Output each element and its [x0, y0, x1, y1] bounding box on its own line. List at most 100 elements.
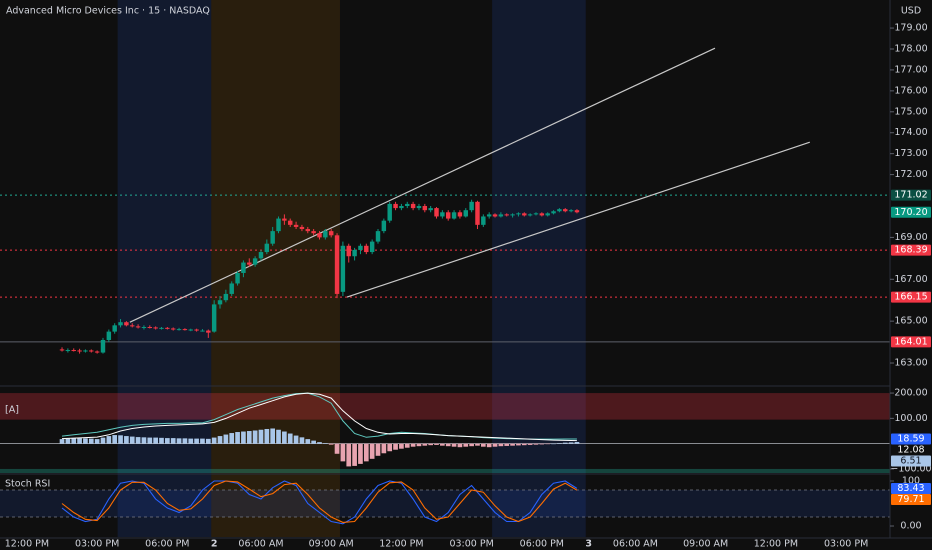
- candle-body: [563, 209, 568, 212]
- histogram-bar: [399, 443, 404, 449]
- y-tick-label: 167.00: [894, 274, 927, 285]
- histogram-bar: [516, 443, 521, 446]
- candle-body: [241, 262, 246, 273]
- candle-body: [200, 330, 205, 332]
- candle-body: [334, 235, 340, 294]
- candle-body: [568, 210, 574, 212]
- histogram-bar: [293, 435, 299, 444]
- histogram-bar: [59, 439, 65, 444]
- histogram-bar: [492, 443, 498, 447]
- histogram-bar: [510, 443, 515, 446]
- histogram-bar: [369, 443, 375, 459]
- histogram-bar: [118, 435, 123, 444]
- candle-body: [235, 272, 240, 284]
- histogram-bar: [205, 438, 211, 444]
- candle-body: [59, 349, 65, 351]
- y-tick-label: 178.00: [894, 43, 927, 54]
- candle-body: [352, 249, 357, 257]
- value-label: 170.20: [894, 207, 927, 218]
- histogram-bar: [71, 438, 77, 444]
- candle-body: [428, 208, 433, 211]
- y-tick-label: 0.00: [900, 521, 921, 532]
- value-label-bg: [891, 493, 931, 505]
- candle-body: [217, 300, 223, 305]
- candle-body: [194, 329, 199, 331]
- histogram-bar: [229, 433, 235, 444]
- candle-body: [340, 245, 346, 292]
- candle-body: [247, 262, 252, 265]
- candle-body: [282, 218, 287, 221]
- value-label-bg: [891, 291, 931, 303]
- candle-body: [405, 203, 410, 207]
- value-label: 6.51: [900, 455, 921, 466]
- histogram-bar: [124, 436, 129, 444]
- x-tick-label: 2: [211, 539, 218, 550]
- histogram-bar: [188, 438, 194, 444]
- candle-body: [264, 243, 270, 253]
- histogram-bar: [100, 437, 106, 444]
- indicator-band: [0, 468, 890, 473]
- trend-line: [129, 47, 716, 323]
- histogram-bar: [252, 430, 258, 444]
- y-tick-label: 176.00: [894, 85, 927, 96]
- histogram-bar: [65, 438, 71, 444]
- candle-body: [135, 326, 141, 328]
- candle-body: [147, 327, 153, 329]
- candle-body: [545, 213, 550, 216]
- candle-body: [440, 212, 445, 217]
- candle-body: [375, 231, 381, 242]
- histogram-bar: [363, 443, 369, 462]
- histogram-bar: [176, 438, 182, 444]
- candle-body: [510, 214, 515, 216]
- histogram-bar: [504, 443, 510, 446]
- histogram-bar: [521, 443, 527, 446]
- candle-body: [159, 327, 164, 329]
- histogram-bar: [282, 431, 287, 444]
- candle-body: [299, 226, 305, 230]
- candle-body: [170, 328, 176, 330]
- histogram-bar: [393, 443, 398, 450]
- x-tick-label: 03:00 PM: [449, 539, 493, 550]
- y-tick-label: 100: [902, 475, 920, 486]
- histogram-bar: [334, 443, 340, 454]
- y-tick-label: 100.00: [894, 413, 927, 424]
- histogram-bar: [451, 443, 457, 447]
- candle-body: [387, 203, 392, 221]
- candle-body: [422, 206, 428, 211]
- currency: USD: [901, 6, 921, 17]
- candle-body: [288, 220, 293, 225]
- candle-body: [71, 350, 76, 352]
- y-tick-label: 173.00: [894, 148, 927, 159]
- candle-body: [369, 241, 375, 253]
- histogram-bar: [170, 438, 176, 444]
- candle-body: [574, 210, 580, 213]
- x-tick-label: 03:00 PM: [75, 539, 119, 550]
- candle-body: [305, 229, 311, 232]
- candle-body: [393, 203, 398, 209]
- candle-body: [118, 322, 123, 326]
- indicator-line: [61, 392, 577, 442]
- candle-body: [486, 214, 492, 217]
- candle-body: [311, 231, 316, 234]
- histogram-bar: [475, 443, 480, 446]
- y-tick-label: 174.00: [894, 127, 927, 138]
- candle-body: [130, 325, 135, 327]
- y-tick-label: 177.00: [894, 64, 927, 75]
- histogram-bar: [159, 437, 164, 444]
- trend-line: [346, 141, 810, 298]
- value-label: 171.02: [894, 190, 927, 201]
- histogram-bar: [568, 442, 574, 444]
- y-tick-label: 172.00: [894, 169, 927, 180]
- histogram-bar: [88, 438, 94, 444]
- candle-body: [516, 213, 521, 215]
- session-band: [117, 0, 212, 537]
- histogram-bar: [328, 443, 334, 445]
- histogram-bar: [539, 443, 545, 445]
- histogram-bar: [340, 443, 346, 462]
- histogram-bar: [486, 443, 492, 448]
- candle-body: [445, 212, 451, 219]
- histogram-bar: [387, 443, 393, 452]
- histogram-bar: [106, 436, 112, 444]
- histogram-bar: [194, 438, 199, 444]
